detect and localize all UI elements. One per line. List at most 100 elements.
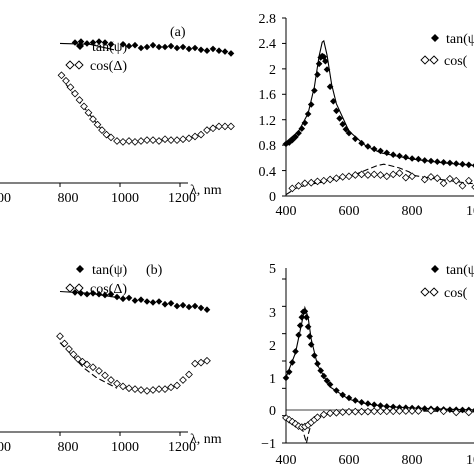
data-point-cos-delta (57, 71, 66, 80)
data-point-tan-psi (282, 374, 290, 382)
data-point-cos-delta (221, 122, 229, 131)
data-point-tan-psi (137, 44, 145, 52)
legend-marker-open-diamond (429, 55, 439, 65)
data-point-tan-psi (101, 291, 109, 299)
data-point-tan-psi (358, 139, 365, 147)
data-point-cos-delta (203, 356, 211, 365)
data-point-tan-psi (197, 304, 205, 312)
legend-marker-open-diamond (420, 287, 430, 297)
x-tick-label: 800 (402, 453, 423, 468)
legend-marker-filled-diamond (76, 265, 84, 273)
x-tick-label: 10 (466, 453, 474, 468)
data-point-cos-delta (345, 172, 353, 181)
data-point-cos-delta (408, 172, 416, 181)
data-point-tan-psi (107, 41, 115, 48)
data-point-cos-delta (209, 124, 217, 133)
data-point-tan-psi (471, 408, 474, 413)
data-point-cos-delta (173, 136, 181, 144)
data-point-cos-delta (71, 89, 79, 98)
data-point-tan-psi (427, 157, 435, 165)
data-point-cos-delta (69, 350, 78, 359)
y-tick-label: 0.4 (259, 165, 277, 180)
panel-b-left-legend: tan(ψ) (b) cos(Δ) (65, 263, 163, 297)
data-point-tan-psi (221, 48, 229, 55)
data-point-tan-psi (209, 45, 217, 53)
data-point-tan-psi (320, 372, 328, 380)
data-point-cos-delta (439, 407, 448, 416)
data-point-cos-delta (395, 169, 404, 177)
data-point-tan-psi (95, 290, 103, 298)
data-point-cos-delta (62, 76, 70, 85)
data-point-cos-delta (60, 339, 69, 348)
y-tick-label: 1.6 (259, 88, 277, 103)
data-point-tan-psi (125, 294, 133, 302)
legend-label-tan-psi: tan(ψ) (92, 40, 128, 55)
data-point-cos-delta (345, 407, 353, 416)
data-point-tan-psi (137, 296, 145, 303)
data-point-cos-delta (155, 385, 163, 393)
data-point-tan-psi (143, 298, 151, 305)
data-point-cos-delta (131, 138, 139, 146)
data-point-tan-psi (149, 299, 157, 306)
data-point-tan-psi (289, 359, 296, 366)
data-point-tan-psi (377, 147, 384, 155)
data-point-cos-delta (98, 126, 106, 134)
data-point-cos-delta (95, 367, 103, 375)
data-point-cos-delta (107, 133, 115, 142)
data-point-tan-psi (364, 143, 372, 150)
data-point-tan-psi (285, 368, 293, 376)
data-point-tan-psi (452, 160, 460, 167)
data-point-cos-delta (143, 387, 151, 395)
data-point-tan-psi (203, 306, 211, 313)
data-point-tan-psi (311, 352, 318, 359)
data-point-cos-delta (294, 181, 303, 190)
legend-marker-filled-diamond (431, 34, 439, 42)
y-tick-label: 2.4 (259, 37, 277, 52)
data-point-tan-psi (389, 151, 397, 158)
data-point-cos-delta (452, 408, 461, 417)
panel-a-left-x-axis-label: λ, nm (190, 183, 222, 198)
legend-marker-open-diamond (74, 60, 84, 70)
data-point-tan-psi (304, 110, 312, 118)
data-point-cos-delta (471, 184, 474, 190)
data-point-cos-delta (420, 175, 429, 184)
data-point-cos-delta (338, 408, 347, 416)
data-point-cos-delta (408, 407, 416, 415)
data-point-cos-delta (107, 376, 115, 384)
y-tick-label: 3 (269, 306, 276, 321)
data-point-cos-delta (364, 171, 372, 179)
data-point-tan-psi (342, 126, 350, 133)
data-point-cos-delta (66, 83, 75, 92)
y-tick-label: 2 (269, 339, 276, 354)
data-point-cos-delta (307, 178, 316, 187)
y-tick-label: 5 (269, 262, 276, 277)
data-point-tan-psi (304, 323, 312, 331)
data-point-tan-psi (307, 341, 315, 348)
data-point-tan-psi (296, 322, 304, 329)
data-point-cos-delta (137, 386, 145, 394)
data-point-tan-psi (314, 71, 321, 78)
data-point-tan-psi (161, 43, 169, 51)
data-point-tan-psi (336, 115, 343, 122)
data-point-cos-delta (301, 179, 309, 188)
data-point-tan-psi (95, 38, 103, 45)
data-point-cos-delta (351, 171, 360, 179)
data-point-cos-delta (113, 137, 121, 145)
data-point-cos-delta (137, 137, 145, 145)
data-point-cos-delta (93, 120, 102, 129)
data-point-cos-delta (376, 407, 385, 416)
data-point-cos-delta (389, 407, 398, 416)
data-point-tan-psi (459, 406, 466, 414)
legend-label-cos-delta: cos(Δ) (90, 59, 127, 74)
model-line-dashed (285, 163, 474, 196)
panel-b-left-x-tick-label: 1200 (168, 440, 196, 455)
data-point-cos-delta (89, 363, 97, 372)
data-point-cos-delta (370, 407, 379, 416)
data-point-cos-delta (313, 413, 322, 422)
data-point-tan-psi (326, 381, 334, 388)
panel-a-right-legend: tan(ψ cos( (420, 32, 474, 69)
data-point-tan-psi (292, 133, 299, 141)
data-point-tan-psi (434, 158, 441, 165)
data-point-tan-psi (289, 136, 296, 144)
data-point-tan-psi (143, 43, 151, 51)
